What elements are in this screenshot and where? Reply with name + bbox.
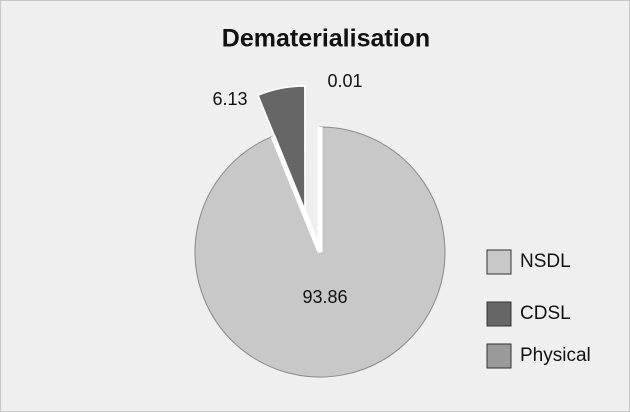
legend-label: NSDL bbox=[520, 251, 571, 272]
legend-swatch bbox=[486, 249, 512, 275]
data-label: 6.13 bbox=[212, 89, 247, 109]
slice-gap bbox=[270, 127, 323, 253]
legend-swatch bbox=[486, 343, 512, 369]
chart-title: Dematerialisation bbox=[222, 25, 430, 53]
data-label: 93.86 bbox=[302, 287, 347, 307]
legend-label: CDSL bbox=[520, 303, 571, 324]
legend-label: Physical bbox=[520, 345, 591, 366]
data-label: 0.01 bbox=[327, 71, 362, 91]
legend-swatch bbox=[486, 301, 512, 327]
